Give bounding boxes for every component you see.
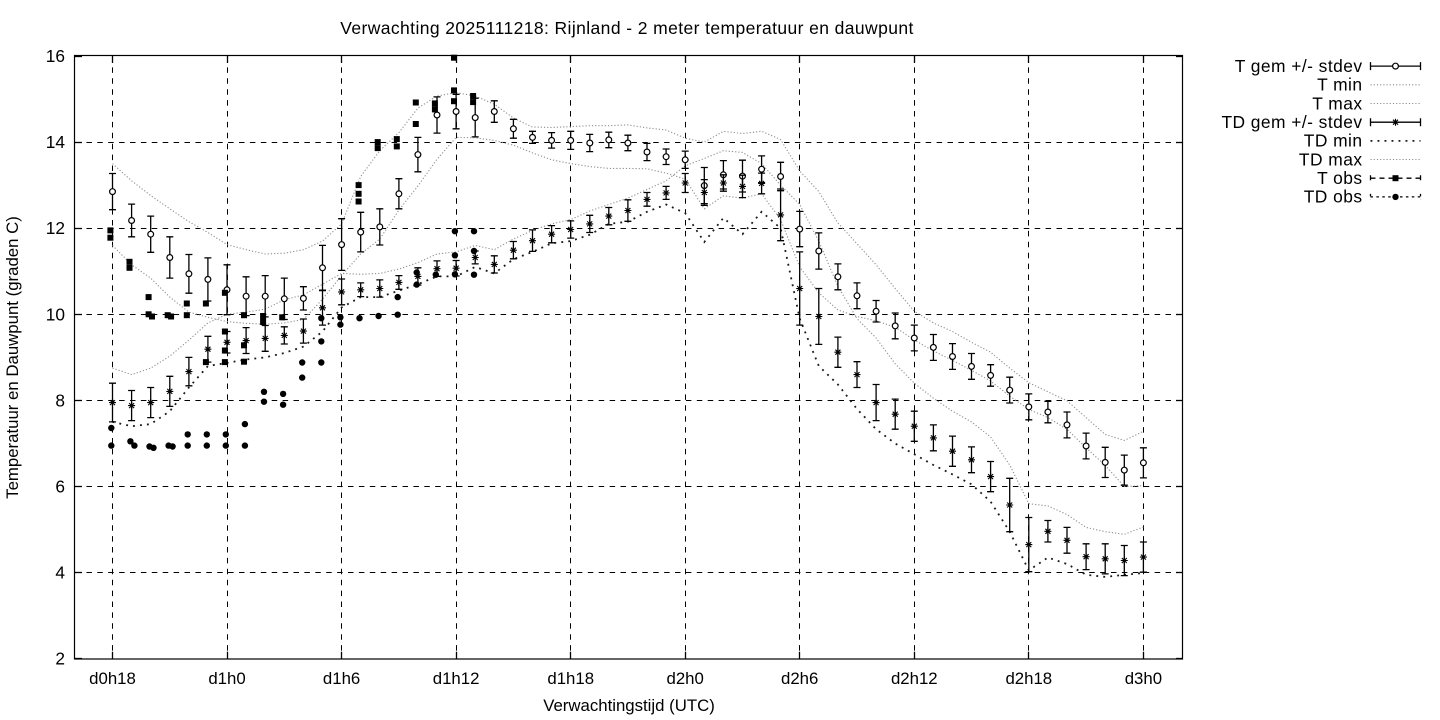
svg-text:T gem +/- stdev: T gem +/- stdev xyxy=(1235,56,1363,76)
svg-text:TD min: TD min xyxy=(1304,131,1363,151)
svg-text:16: 16 xyxy=(46,46,65,66)
svg-text:d0h18: d0h18 xyxy=(89,669,136,688)
svg-text:4: 4 xyxy=(55,563,65,583)
svg-text:d2h6: d2h6 xyxy=(781,669,818,688)
svg-text:8: 8 xyxy=(55,390,65,410)
svg-text:d2h0: d2h0 xyxy=(667,669,704,688)
svg-text:TD obs: TD obs xyxy=(1304,187,1363,207)
svg-text:T obs: T obs xyxy=(1317,168,1362,188)
svg-text:Verwachting 2025111218: Rijnla: Verwachting 2025111218: Rijnland - 2 met… xyxy=(340,18,913,38)
svg-text:Verwachtingstijd (UTC): Verwachtingstijd (UTC) xyxy=(543,696,715,715)
svg-text:d3h0: d3h0 xyxy=(1125,669,1162,688)
svg-text:d1h12: d1h12 xyxy=(433,669,480,688)
svg-text:d1h18: d1h18 xyxy=(547,669,594,688)
svg-text:Temperatuur en Dauwpunt (grade: Temperatuur en Dauwpunt (graden C) xyxy=(3,216,22,499)
svg-text:14: 14 xyxy=(46,132,66,152)
svg-text:d1h0: d1h0 xyxy=(208,669,245,688)
svg-text:TD max: TD max xyxy=(1299,149,1363,169)
svg-text:10: 10 xyxy=(46,304,65,324)
svg-text:T min: T min xyxy=(1317,75,1362,95)
svg-text:d2h18: d2h18 xyxy=(1005,669,1052,688)
svg-text:6: 6 xyxy=(55,477,65,497)
svg-text:d2h12: d2h12 xyxy=(891,669,938,688)
svg-text:2: 2 xyxy=(55,649,65,669)
svg-text:TD gem +/- stdev: TD gem +/- stdev xyxy=(1221,112,1362,132)
svg-text:d1h6: d1h6 xyxy=(323,669,360,688)
svg-text:12: 12 xyxy=(46,218,65,238)
svg-text:T max: T max xyxy=(1312,93,1362,113)
